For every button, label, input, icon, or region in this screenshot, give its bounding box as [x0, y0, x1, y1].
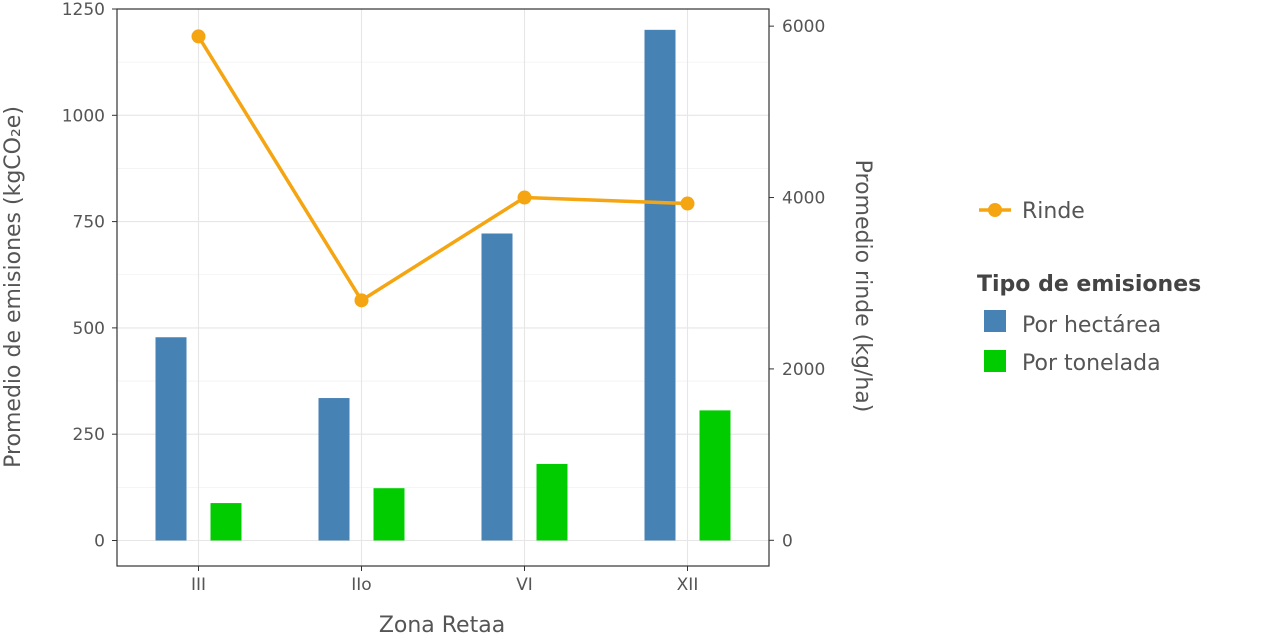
y-tick-label: 500: [73, 319, 105, 339]
legend-item-rinde: Rinde: [979, 199, 1085, 224]
y-tick-label: 1000: [62, 106, 105, 126]
point-rinde-xii: [680, 196, 695, 211]
bars: [155, 29, 731, 541]
bar-por-hectarea-xii: [644, 29, 676, 541]
legend-label-por-tonelada: Por tonelada: [1022, 351, 1161, 376]
bar-por-hectarea-iio: [318, 398, 350, 541]
bar-por-tonelada-iio: [373, 488, 405, 541]
bar-por-tonelada-xii: [699, 410, 731, 541]
legend-key-rinde-point: [988, 203, 1002, 217]
bar-por-tonelada-iii: [210, 503, 242, 541]
x-tick-label: III: [191, 575, 206, 595]
legend-label-por-hectarea: Por hectárea: [1022, 313, 1161, 338]
legend-swatch-por-tonelada: [984, 350, 1006, 372]
legend-swatch-por-hectarea: [984, 310, 1006, 332]
legend-title: Tipo de emisiones: [977, 272, 1201, 297]
legend-item-por-hectarea: Por hectárea: [984, 310, 1161, 338]
line-rinde: [197, 35, 688, 303]
y-tick-label: 750: [73, 213, 105, 233]
y-axis-title: Promedio de emisiones (kgCO₂e): [1, 106, 26, 468]
x-tick-label: XII: [677, 575, 699, 595]
legend-item-por-tonelada: Por tonelada: [984, 350, 1161, 376]
y-axis-left: 0 250 500 750 1000 1250: [62, 0, 117, 551]
legend-label-rinde: Rinde: [1022, 199, 1085, 224]
y2-axis-title: Promedio rinde (kg/ha): [850, 160, 875, 413]
y-tick-label: 1250: [62, 0, 105, 20]
rinde-line: [191, 29, 695, 308]
y-axis-right: 0 2000 4000 6000: [769, 17, 825, 551]
legend: Rinde Tipo de emisiones Por hectárea Por…: [977, 199, 1201, 376]
y2-tick-label: 2000: [782, 360, 825, 380]
bar-por-hectarea-iii: [155, 337, 187, 541]
x-tick-label: VI: [516, 575, 533, 595]
point-rinde-vi: [517, 190, 532, 205]
x-tick-label: IIo: [351, 575, 371, 595]
bar-por-hectarea-vi: [481, 233, 513, 541]
point-rinde-iio: [354, 293, 369, 308]
y-tick-label: 250: [73, 425, 105, 445]
y2-tick-label: 0: [782, 531, 793, 551]
plot-panel-border: [116, 8, 770, 567]
point-rinde-iii: [191, 29, 206, 44]
x-axis: III IIo VI XII: [191, 566, 698, 595]
bar-por-tonelada-vi: [536, 463, 568, 541]
y2-tick-label: 6000: [782, 17, 825, 37]
y-tick-label: 0: [94, 531, 105, 551]
y2-tick-label: 4000: [782, 189, 825, 209]
x-axis-title: Zona Retaa: [379, 613, 505, 638]
